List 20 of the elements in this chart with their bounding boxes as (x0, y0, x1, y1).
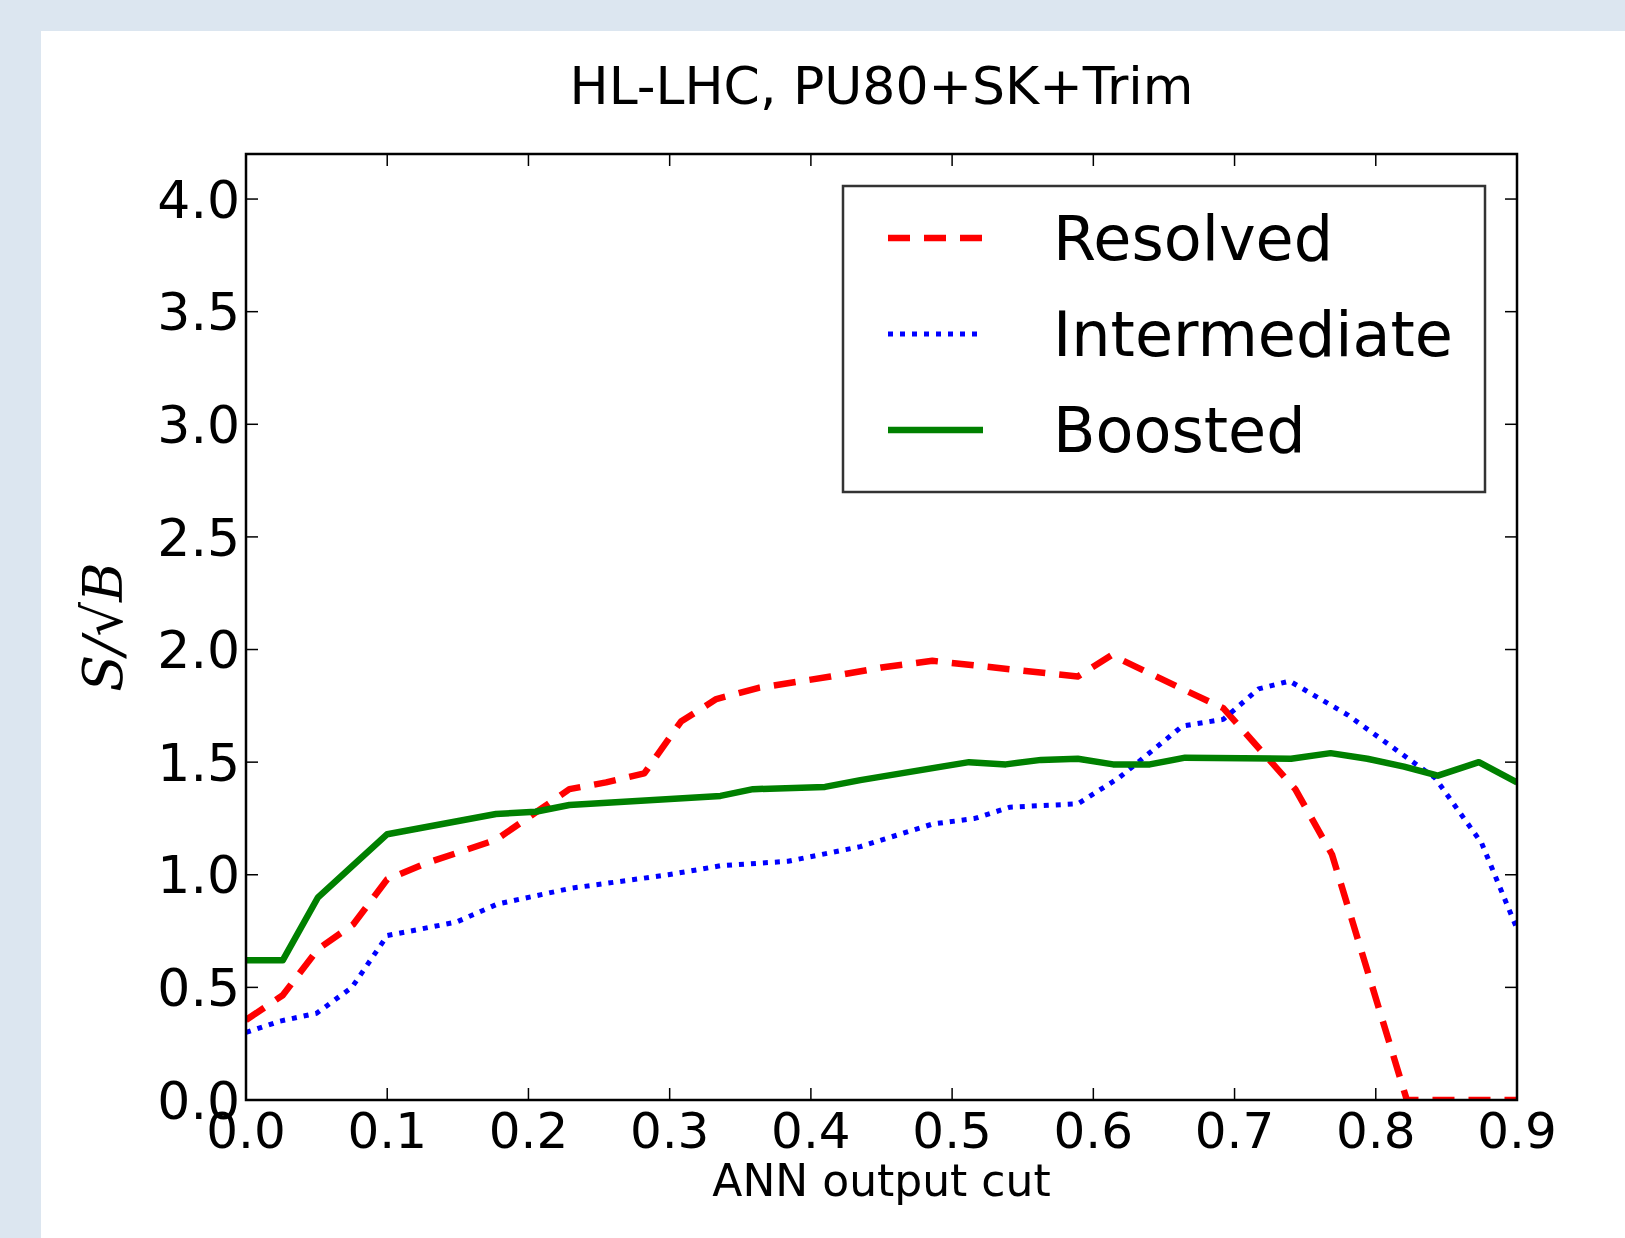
y-tick-label: 2.5 (157, 507, 240, 568)
y-tick-label: 1.0 (157, 845, 240, 906)
chart-title: HL-LHC, PU80+SK+Trim (569, 56, 1194, 116)
legend-label: Boosted (1053, 394, 1306, 468)
y-tick-label: 3.5 (157, 282, 240, 343)
x-tick-label: 0.1 (347, 1102, 427, 1160)
x-tick-label: 0.2 (488, 1102, 569, 1160)
y-tick-label: 0.5 (157, 958, 240, 1019)
x-tick-label: 0.6 (1053, 1102, 1134, 1160)
x-tick-label: 0.9 (1477, 1102, 1557, 1160)
y-tick-label: 1.5 (157, 732, 240, 793)
y-tick-label: 2.0 (157, 620, 240, 681)
x-tick-label: 0.7 (1194, 1102, 1275, 1160)
x-tick-label: 0.3 (629, 1102, 710, 1160)
legend-label: Intermediate (1053, 298, 1454, 372)
y-tick-label: 4.0 (157, 169, 240, 230)
legend-label: Resolved (1053, 202, 1334, 276)
y-axis-title: S/√B (72, 562, 135, 692)
y-tick-label: 3.0 (157, 395, 240, 456)
x-tick-label: 0.8 (1336, 1102, 1416, 1160)
